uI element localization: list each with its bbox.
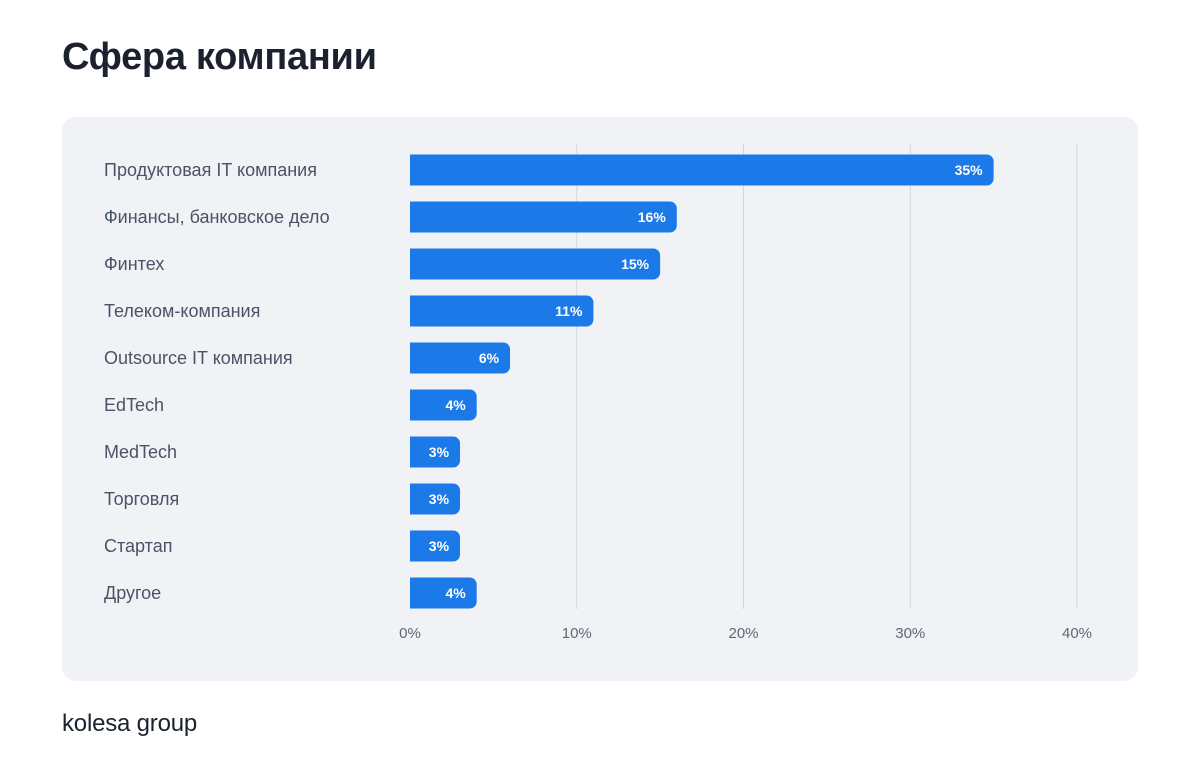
bar-value-label: 3% [429, 538, 450, 554]
bar [410, 483, 461, 515]
x-tick-label: 30% [895, 625, 925, 642]
bar-square-edge [410, 342, 418, 374]
bar-value-label: 3% [429, 491, 450, 507]
bar [410, 295, 594, 327]
bar-value-label: 4% [445, 397, 466, 413]
bar-square-edge [410, 248, 418, 280]
x-tick-label: 0% [399, 625, 421, 642]
bar-square-edge [410, 154, 418, 186]
x-tick-label: 20% [728, 625, 758, 642]
category-label: Стартап [104, 536, 172, 556]
x-tick-label: 10% [562, 625, 592, 642]
bar-value-label: 4% [445, 585, 466, 601]
bar-square-edge [410, 483, 418, 515]
bar-square-edge [410, 530, 418, 562]
bar [410, 577, 477, 609]
bar-value-label: 3% [429, 444, 450, 460]
bar-value-label: 11% [555, 303, 583, 319]
bar-square-edge [410, 201, 418, 233]
bar [410, 201, 677, 233]
bar-square-edge [410, 389, 418, 421]
grid-lines [576, 144, 1078, 609]
bar [410, 436, 461, 468]
bar-value-label: 6% [479, 350, 500, 366]
category-label: Продуктовая IT компания [104, 160, 317, 180]
bar-square-edge [410, 436, 418, 468]
x-axis-ticks: 0% 10% 20% 30% 40% [399, 625, 1092, 642]
bar-value-label: 15% [621, 256, 650, 272]
category-labels: Продуктовая IT компания Финансы, банковск… [104, 160, 330, 603]
category-label: Outsource IT компания [104, 348, 293, 368]
bar [410, 389, 477, 421]
brand-logo-text: kolesa group [62, 710, 198, 737]
bar [410, 342, 511, 374]
x-tick-label: 40% [1062, 625, 1092, 642]
bar-chart: Продуктовая IT компания Финансы, банковск… [104, 144, 1092, 642]
category-label: EdTech [104, 395, 164, 415]
category-label: Торговля [104, 489, 179, 509]
category-label: MedTech [104, 442, 177, 462]
bar-value-label: 16% [638, 209, 667, 225]
category-label: Финансы, банковское дело [104, 207, 330, 227]
bar-value-label: 35% [955, 162, 984, 178]
bar [410, 154, 994, 186]
chart-title: Сфера компании [62, 36, 377, 78]
category-label: Другое [104, 583, 161, 603]
bar-square-edge [410, 577, 418, 609]
category-label: Телеком-компания [104, 301, 260, 321]
bar [410, 248, 661, 280]
bars: 35% 16% 15% 11% 6% 4% 3% 3% 3% 4% [410, 154, 994, 609]
bar [410, 530, 461, 562]
category-label: Финтех [104, 254, 164, 274]
chart-panel: Продуктовая IT компания Финансы, банковск… [62, 117, 1138, 681]
bar-square-edge [410, 295, 418, 327]
